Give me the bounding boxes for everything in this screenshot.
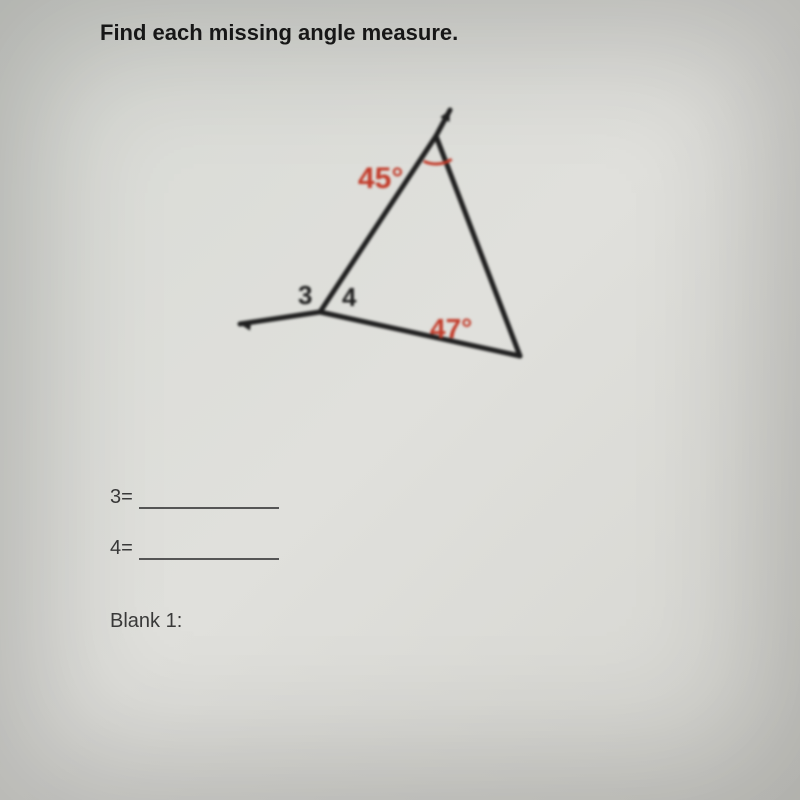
answer-4-blank[interactable] (139, 538, 279, 560)
triangle-diagram: 45° 47° 34 (160, 106, 560, 426)
answer-4-label: 4= (110, 537, 133, 560)
answer-row-4: 4= (110, 537, 700, 560)
answer-3-blank[interactable] (139, 487, 279, 509)
answer-3-label: 3= (110, 486, 133, 509)
svg-text:45°: 45° (358, 162, 403, 195)
svg-text:4: 4 (342, 282, 357, 312)
svg-text:47°: 47° (430, 313, 472, 344)
question-text: Find each missing angle measure. (100, 20, 700, 46)
blank-1-label: Blank 1: (110, 610, 700, 633)
answers-block: 3= 4= (110, 486, 700, 560)
answer-row-3: 3= (110, 486, 700, 509)
svg-text:3: 3 (298, 280, 312, 310)
